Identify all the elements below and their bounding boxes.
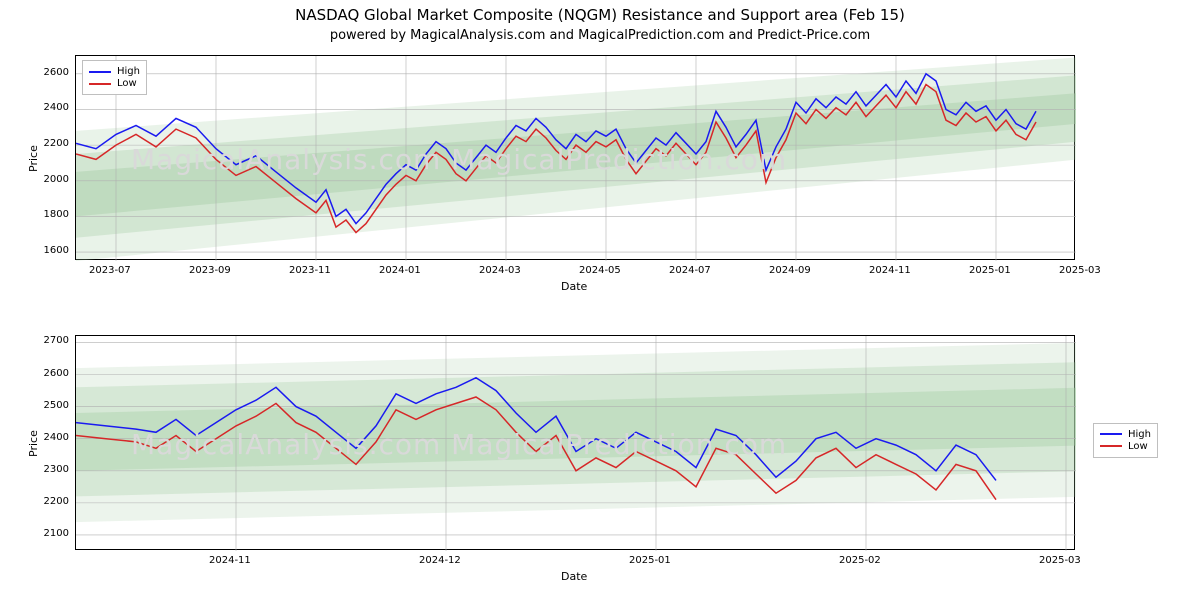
x-tick-label: 2024-05	[579, 265, 621, 276]
legend-swatch-high	[89, 71, 111, 73]
y-tick-label: 2400	[44, 102, 69, 113]
y-tick-label: 2200	[44, 138, 69, 149]
legend-label-low: Low	[117, 78, 137, 89]
y-tick-label: 2300	[44, 464, 69, 475]
legend-top: High Low	[82, 60, 147, 95]
y-tick-label: 2600	[44, 368, 69, 379]
x-tick-label: 2023-09	[189, 265, 231, 276]
x-tick-label: 2025-03	[1059, 265, 1101, 276]
legend-bottom: High Low	[1093, 423, 1158, 458]
legend-row-low: Low	[89, 78, 140, 89]
y-tick-label: 2100	[44, 528, 69, 539]
y-tick-label: 1800	[44, 209, 69, 220]
legend-swatch-high-b	[1100, 433, 1122, 435]
x-tick-label: 2024-03	[479, 265, 521, 276]
y-tick-label: 2400	[44, 432, 69, 443]
x-tick-label: 2025-01	[969, 265, 1011, 276]
x-tick-label: 2024-07	[669, 265, 711, 276]
bottom-x-axis-label: Date	[561, 570, 587, 583]
y-tick-label: 2500	[44, 400, 69, 411]
legend-row-low-b: Low	[1100, 441, 1151, 452]
figure: NASDAQ Global Market Composite (NQGM) Re…	[0, 0, 1200, 600]
legend-swatch-low	[89, 83, 111, 85]
x-tick-label: 2024-11	[869, 265, 911, 276]
x-tick-label: 2025-03	[1039, 555, 1081, 566]
top-x-axis-label: Date	[561, 280, 587, 293]
x-tick-label: 2024-11	[209, 555, 251, 566]
legend-row-high-b: High	[1100, 429, 1151, 440]
top-chart-panel: MagicalAnalysis.com MagicalPrediction.co…	[75, 55, 1075, 260]
x-tick-label: 2024-09	[769, 265, 811, 276]
x-tick-label: 2023-07	[89, 265, 131, 276]
x-tick-label: 2025-02	[839, 555, 881, 566]
legend-label-low-b: Low	[1128, 441, 1148, 452]
bottom-chart-panel: MagicalAnalysis.com MagicalPrediction.co…	[75, 335, 1075, 550]
legend-label-high: High	[117, 66, 140, 77]
x-tick-label: 2024-12	[419, 555, 461, 566]
top-chart-svg	[76, 56, 1076, 261]
x-tick-label: 2023-11	[289, 265, 331, 276]
x-tick-label: 2024-01	[379, 265, 421, 276]
bottom-y-axis-label: Price	[27, 430, 40, 457]
y-tick-label: 2000	[44, 174, 69, 185]
top-y-axis-label: Price	[27, 145, 40, 172]
chart-title: NASDAQ Global Market Composite (NQGM) Re…	[0, 0, 1200, 24]
legend-swatch-low-b	[1100, 445, 1122, 447]
bottom-chart-svg	[76, 336, 1076, 551]
y-tick-label: 2700	[44, 335, 69, 346]
y-tick-label: 2200	[44, 496, 69, 507]
chart-subtitle: powered by MagicalAnalysis.com and Magic…	[0, 24, 1200, 43]
y-tick-label: 1600	[44, 245, 69, 256]
x-tick-label: 2025-01	[629, 555, 671, 566]
legend-label-high-b: High	[1128, 429, 1151, 440]
y-tick-label: 2600	[44, 67, 69, 78]
legend-row-high: High	[89, 66, 140, 77]
